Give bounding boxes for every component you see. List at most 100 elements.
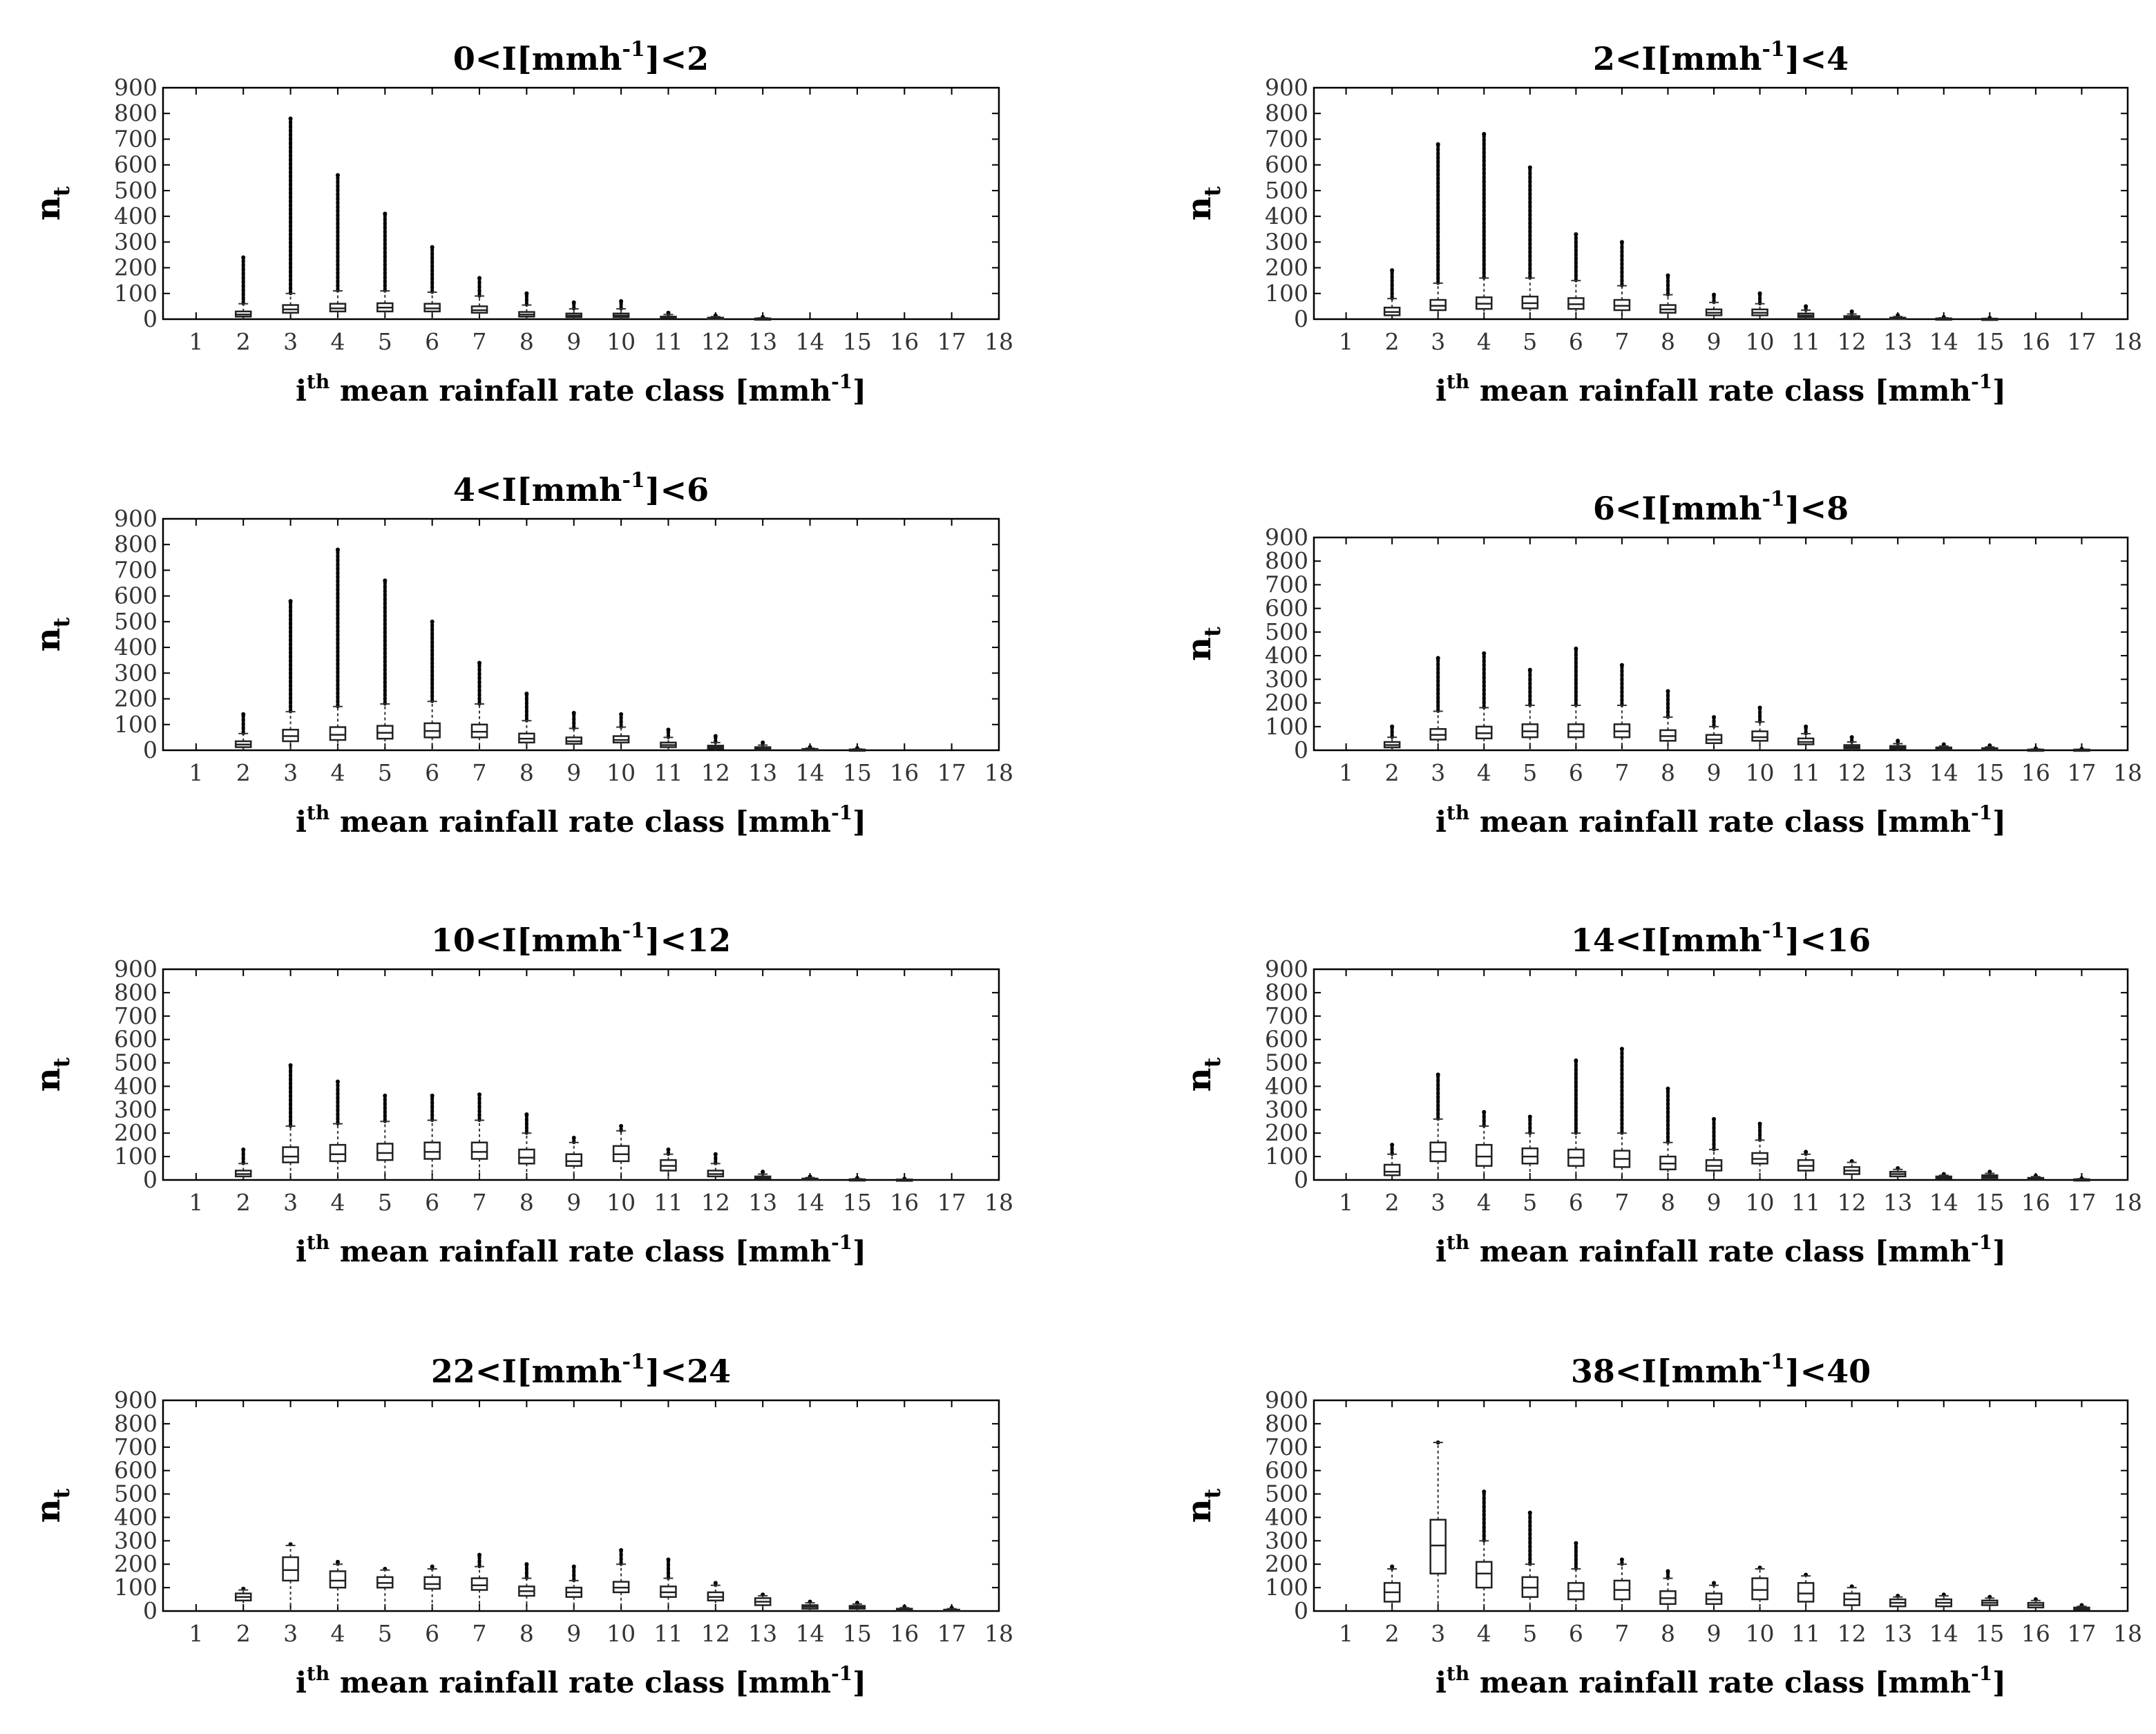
x-tick-label: 10 xyxy=(607,759,636,786)
x-tick-label: 3 xyxy=(283,759,298,786)
x-tick-label: 10 xyxy=(1746,1189,1775,1216)
box-class-10 xyxy=(612,712,630,750)
x-tick-label: 5 xyxy=(378,1620,392,1647)
outlier-max xyxy=(524,1562,529,1567)
x-tick-label: 9 xyxy=(1707,759,1721,786)
box-class-13 xyxy=(1889,313,1907,321)
x-tick-label: 11 xyxy=(1791,1620,1820,1647)
x-tick-label: 4 xyxy=(1477,1620,1491,1647)
x-tick-label: 8 xyxy=(1661,759,1675,786)
x-tick-label: 6 xyxy=(425,1189,439,1216)
y-axis-label: nt xyxy=(29,617,75,651)
box-class-3 xyxy=(282,599,299,750)
box-class-4 xyxy=(329,1079,347,1180)
y-tick-label: 400 xyxy=(114,1072,158,1099)
x-tick-label: 18 xyxy=(2113,1189,2142,1216)
chart-title: 38<I[mmh-1]<40 xyxy=(1571,1350,1871,1390)
box-class-2 xyxy=(1383,724,1401,750)
axes-frame xyxy=(162,517,1000,752)
x-tick-label: 10 xyxy=(607,1189,636,1216)
y-tick-label: 200 xyxy=(114,1119,158,1146)
y-tick-label: 200 xyxy=(1265,254,1308,281)
box-class-14 xyxy=(801,1174,819,1181)
x-tick-label: 1 xyxy=(1339,759,1353,786)
box-class-2 xyxy=(234,712,252,750)
y-tick-label: 800 xyxy=(1265,979,1308,1006)
x-tick-label: 8 xyxy=(519,759,534,786)
x-tick-label: 15 xyxy=(843,1189,872,1216)
y-tick-label: 900 xyxy=(1265,524,1308,551)
outlier-max xyxy=(241,712,246,716)
outlier-max xyxy=(1619,663,1624,667)
x-tick-label: 10 xyxy=(607,328,636,355)
box-class-7 xyxy=(1613,1557,1631,1611)
x-tick-label: 14 xyxy=(796,1189,825,1216)
x-tick-label: 18 xyxy=(2113,759,2142,786)
x-tick-label: 13 xyxy=(1883,1189,1912,1216)
x-tick-label: 17 xyxy=(2067,328,2096,355)
x-tick-label: 16 xyxy=(890,328,919,355)
box-class-12 xyxy=(1843,1584,1860,1611)
outlier-max xyxy=(241,255,246,260)
y-tick-label: 300 xyxy=(1265,1527,1308,1554)
box-class-14 xyxy=(1935,1592,1953,1611)
outlier-max xyxy=(619,712,624,716)
box xyxy=(470,1577,488,1591)
x-tick-label: 8 xyxy=(519,1189,534,1216)
x-tick-label: 5 xyxy=(378,328,392,355)
box-class-14 xyxy=(1935,315,1953,321)
outlier-max xyxy=(713,734,718,739)
y-tick-label: 100 xyxy=(114,280,158,307)
outlier-max xyxy=(430,245,435,249)
box xyxy=(329,1143,347,1163)
box-class-13 xyxy=(1889,739,1907,750)
box-class-9 xyxy=(1705,1116,1723,1180)
y-tick-label: 800 xyxy=(114,99,158,126)
box-class-3 xyxy=(1429,1440,1447,1611)
x-tick-label: 13 xyxy=(748,759,777,786)
outlier-max xyxy=(1574,232,1578,237)
outlier-max xyxy=(477,660,482,665)
x-tick-label: 7 xyxy=(1614,1620,1629,1647)
y-tick-label: 600 xyxy=(1265,1026,1308,1053)
box xyxy=(1429,1518,1447,1575)
y-tick-label: 500 xyxy=(114,177,158,204)
box-class-8 xyxy=(518,692,535,750)
x-tick-label: 14 xyxy=(1929,759,1958,786)
box-class-5 xyxy=(376,211,394,319)
outlier-max xyxy=(1849,309,1854,314)
box-class-6 xyxy=(423,619,441,750)
y-tick-label: 500 xyxy=(1265,1049,1308,1076)
x-tick-label: 16 xyxy=(890,1189,919,1216)
box-class-17 xyxy=(2073,1603,2090,1611)
x-tick-label: 18 xyxy=(984,1620,1013,1647)
box-class-15 xyxy=(1981,1594,1998,1611)
y-tick-label: 600 xyxy=(114,1457,158,1484)
x-tick-label: 9 xyxy=(1707,1189,1721,1216)
y-tick-label: 900 xyxy=(114,74,158,101)
outlier-max xyxy=(1574,1058,1578,1063)
y-tick-label: 600 xyxy=(114,1026,158,1053)
x-tick-label: 10 xyxy=(607,1620,636,1647)
x-tick-label: 6 xyxy=(1569,1189,1583,1216)
axes-frame xyxy=(162,86,1000,321)
x-tick-label: 18 xyxy=(984,328,1013,355)
y-tick-label: 500 xyxy=(1265,177,1308,204)
outlier-max xyxy=(619,1124,624,1129)
x-tick-label: 13 xyxy=(748,1620,777,1647)
y-tick-label: 900 xyxy=(1265,1387,1308,1413)
box-class-5 xyxy=(376,578,394,750)
x-tick-label: 11 xyxy=(654,1189,683,1216)
outlier-max xyxy=(1712,292,1717,297)
box-class-3 xyxy=(1429,142,1447,319)
box-class-8 xyxy=(518,291,535,319)
x-tick-label: 16 xyxy=(2021,1620,2050,1647)
outlier-max xyxy=(666,1147,671,1152)
box-class-11 xyxy=(660,1557,677,1611)
y-axis-label: nt xyxy=(29,186,75,220)
box-class-2 xyxy=(234,1147,252,1180)
box xyxy=(423,1576,441,1590)
outlier-max xyxy=(1435,142,1440,146)
y-tick-label: 100 xyxy=(1265,280,1308,307)
box-class-15 xyxy=(1981,1170,1998,1180)
